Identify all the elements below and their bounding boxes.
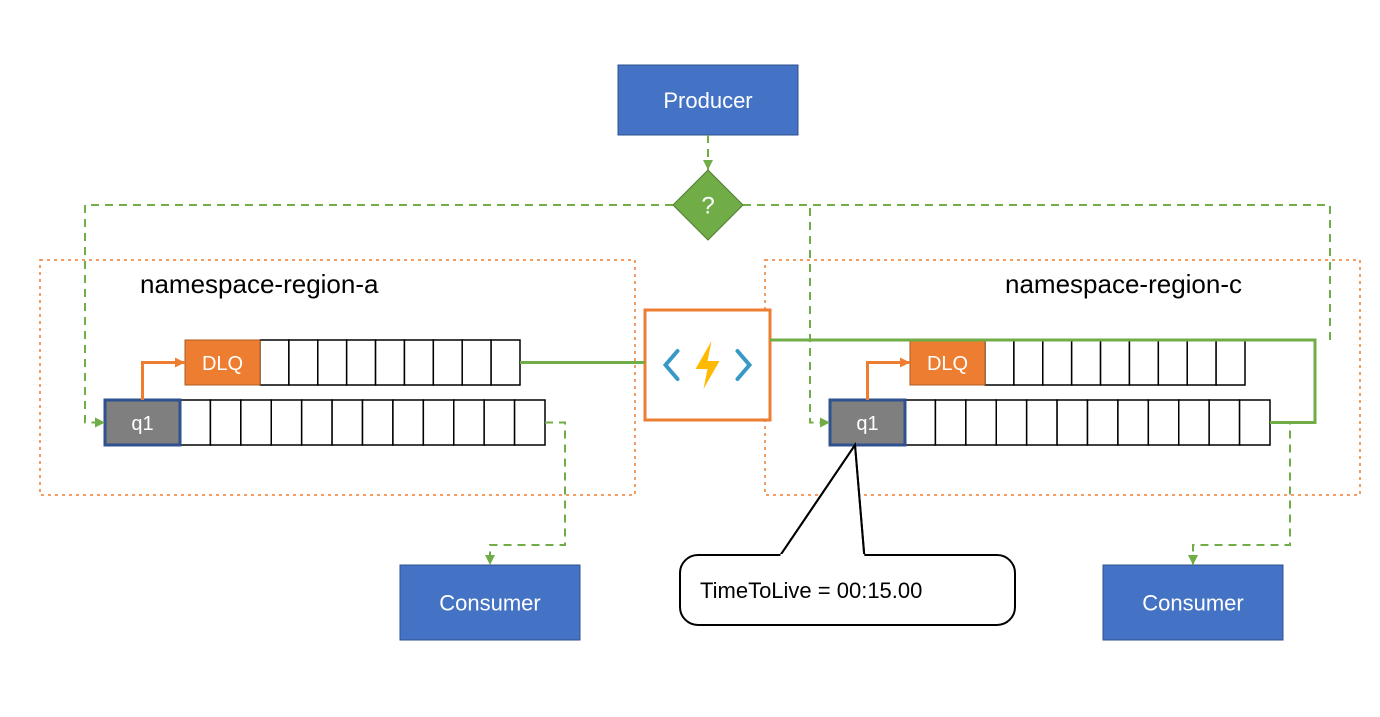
q-c-cell bbox=[1118, 400, 1148, 445]
q-a-cell bbox=[210, 400, 240, 445]
queue-c-head-label: q1 bbox=[856, 413, 878, 435]
q-a-cell bbox=[484, 400, 514, 445]
dlq-a-cell bbox=[491, 340, 520, 385]
q-a-cell bbox=[332, 400, 362, 445]
callout-text: TimeToLive = 00:15.00 bbox=[700, 578, 922, 603]
dlq-a-cell bbox=[260, 340, 289, 385]
q-a-cell bbox=[271, 400, 301, 445]
q-c-cell bbox=[1027, 400, 1057, 445]
q-c-cell bbox=[1209, 400, 1239, 445]
dlq-a-cell bbox=[462, 340, 491, 385]
q-a-cell bbox=[515, 400, 545, 445]
decision-label: ? bbox=[701, 192, 714, 219]
dlq-c-cell bbox=[1043, 340, 1072, 385]
dlq-c-cell bbox=[1216, 340, 1245, 385]
q-c-cell bbox=[1240, 400, 1270, 445]
dlq-c-cell bbox=[1072, 340, 1101, 385]
dlq-c-cell bbox=[985, 340, 1014, 385]
dlq-a-cell bbox=[318, 340, 347, 385]
dlq-c-head-label: DLQ bbox=[927, 353, 968, 375]
namespace-a-label: namespace-region-a bbox=[140, 269, 379, 299]
q-c-cell bbox=[1148, 400, 1178, 445]
q-a-cell bbox=[423, 400, 453, 445]
dlq-c-cell bbox=[1101, 340, 1130, 385]
q-a-cell bbox=[363, 400, 393, 445]
q-a-cell bbox=[241, 400, 271, 445]
arrow-qa-dlq bbox=[143, 363, 186, 401]
dlq-c-cell bbox=[1014, 340, 1043, 385]
architecture-diagram: namespace-region-a namespace-region-c Prod… bbox=[0, 0, 1380, 717]
q-c-cell bbox=[905, 400, 935, 445]
producer-label: Producer bbox=[663, 88, 752, 113]
q-a-cell bbox=[393, 400, 423, 445]
dlq-a-cell bbox=[376, 340, 405, 385]
queue-a-head-label: q1 bbox=[131, 413, 153, 435]
consumer-a-box-label: Consumer bbox=[439, 590, 540, 615]
q-c-cell bbox=[966, 400, 996, 445]
dlq-a-cell bbox=[433, 340, 462, 385]
q-c-cell bbox=[1057, 400, 1087, 445]
dlq-c-cell bbox=[1158, 340, 1187, 385]
arrow-qc-dlq bbox=[868, 363, 911, 401]
arrow-decision-qa bbox=[85, 205, 673, 423]
q-a-cell bbox=[454, 400, 484, 445]
callout-tail bbox=[781, 445, 865, 555]
dlq-c-cell bbox=[1187, 340, 1216, 385]
q-a-cell bbox=[302, 400, 332, 445]
dlq-a-head-label: DLQ bbox=[202, 353, 243, 375]
q-c-cell bbox=[996, 400, 1026, 445]
dlq-a-cell bbox=[289, 340, 318, 385]
q-c-cell bbox=[1088, 400, 1118, 445]
dlq-a-cell bbox=[404, 340, 433, 385]
consumer-c-box-label: Consumer bbox=[1142, 590, 1243, 615]
q-c-cell bbox=[1179, 400, 1209, 445]
namespace-c-label: namespace-region-c bbox=[1005, 269, 1242, 299]
dlq-a-cell bbox=[347, 340, 376, 385]
q-a-cell bbox=[180, 400, 210, 445]
q-c-cell bbox=[935, 400, 965, 445]
dlq-c-cell bbox=[1129, 340, 1158, 385]
